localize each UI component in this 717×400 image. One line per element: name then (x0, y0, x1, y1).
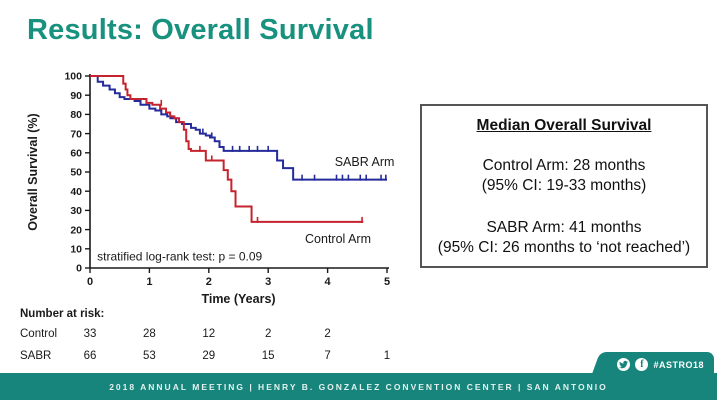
y-tick-label: 10 (70, 244, 82, 256)
risk-count: 29 (202, 350, 216, 362)
risk-row-sabr-label: SABR (20, 350, 52, 362)
risk-count: 2 (324, 328, 331, 340)
y-tick-label: 30 (70, 205, 82, 217)
y-tick-label: 70 (70, 128, 82, 140)
hashtag-badge: f #ASTRO18 (609, 352, 714, 377)
sabr-ci-line: (95% CI: 26 months to ‘not reached’) (437, 239, 691, 256)
y-tick-label: 80 (70, 109, 82, 121)
y-tick-label: 0 (76, 263, 82, 275)
risk-count: 66 (83, 350, 97, 362)
median-survival-box: Median Overall Survival Control Arm: 28 … (420, 104, 708, 268)
risk-count: 12 (202, 328, 216, 340)
y-tick-label: 90 (70, 90, 82, 102)
risk-count: 1 (383, 350, 391, 362)
risk-count: 33 (83, 328, 97, 340)
slide-title: Results: Overall Survival (27, 14, 374, 46)
y-tick-label: 100 (64, 71, 82, 83)
x-tick-label: 3 (265, 276, 271, 288)
survival-chart: 0 10 20 30 40 50 60 70 80 90 100 0 1 2 3 4 5 Time (Years)… (26, 71, 395, 306)
median-survival-title: Median Overall Survival (476, 117, 652, 134)
sabr-median-line: SABR Arm: 41 months (486, 219, 642, 236)
twitter-icon[interactable] (617, 358, 631, 371)
y-tick-label: 40 (70, 186, 82, 198)
y-tick-label: 20 (70, 224, 82, 236)
risk-count: 7 (324, 350, 331, 362)
log-rank-annotation: stratified log-rank test: p = 0.09 (97, 249, 262, 263)
facebook-icon[interactable]: f (635, 358, 649, 371)
x-axis-label: Time (Years) (201, 292, 275, 306)
control-arm-curve (90, 75, 364, 223)
risk-count: 28 (142, 328, 156, 340)
y-axis-label: Overall Survival (%) (26, 113, 40, 230)
x-tick-label: 1 (146, 276, 152, 288)
x-tick-label: 2 (206, 276, 212, 288)
x-tick-label: 5 (384, 276, 390, 288)
number-at-risk-label: Number at risk: (20, 308, 105, 320)
control-ci-line: (95% CI: 19-33 months) (481, 177, 647, 194)
risk-count: 2 (264, 328, 272, 340)
footer-text: 2018 ANNUAL MEETING | HENRY B. GONZALEZ … (109, 381, 608, 392)
hashtag-label: #ASTRO18 (653, 359, 704, 370)
sabr-arm-label: SABR Arm (335, 155, 395, 169)
risk-row-control-label: Control (20, 328, 58, 340)
x-tick-label: 0 (87, 276, 93, 288)
control-median-line: Control Arm: 28 months (482, 157, 646, 174)
footer-band: 2018 ANNUAL MEETING | HENRY B. GONZALEZ … (0, 373, 717, 400)
risk-count: 15 (261, 350, 275, 362)
y-tick-label: 60 (70, 148, 82, 160)
control-arm-label: Control Arm (305, 232, 371, 246)
y-tick-label: 50 (70, 167, 82, 179)
x-tick-label: 4 (325, 276, 332, 288)
risk-count: 53 (142, 350, 156, 362)
